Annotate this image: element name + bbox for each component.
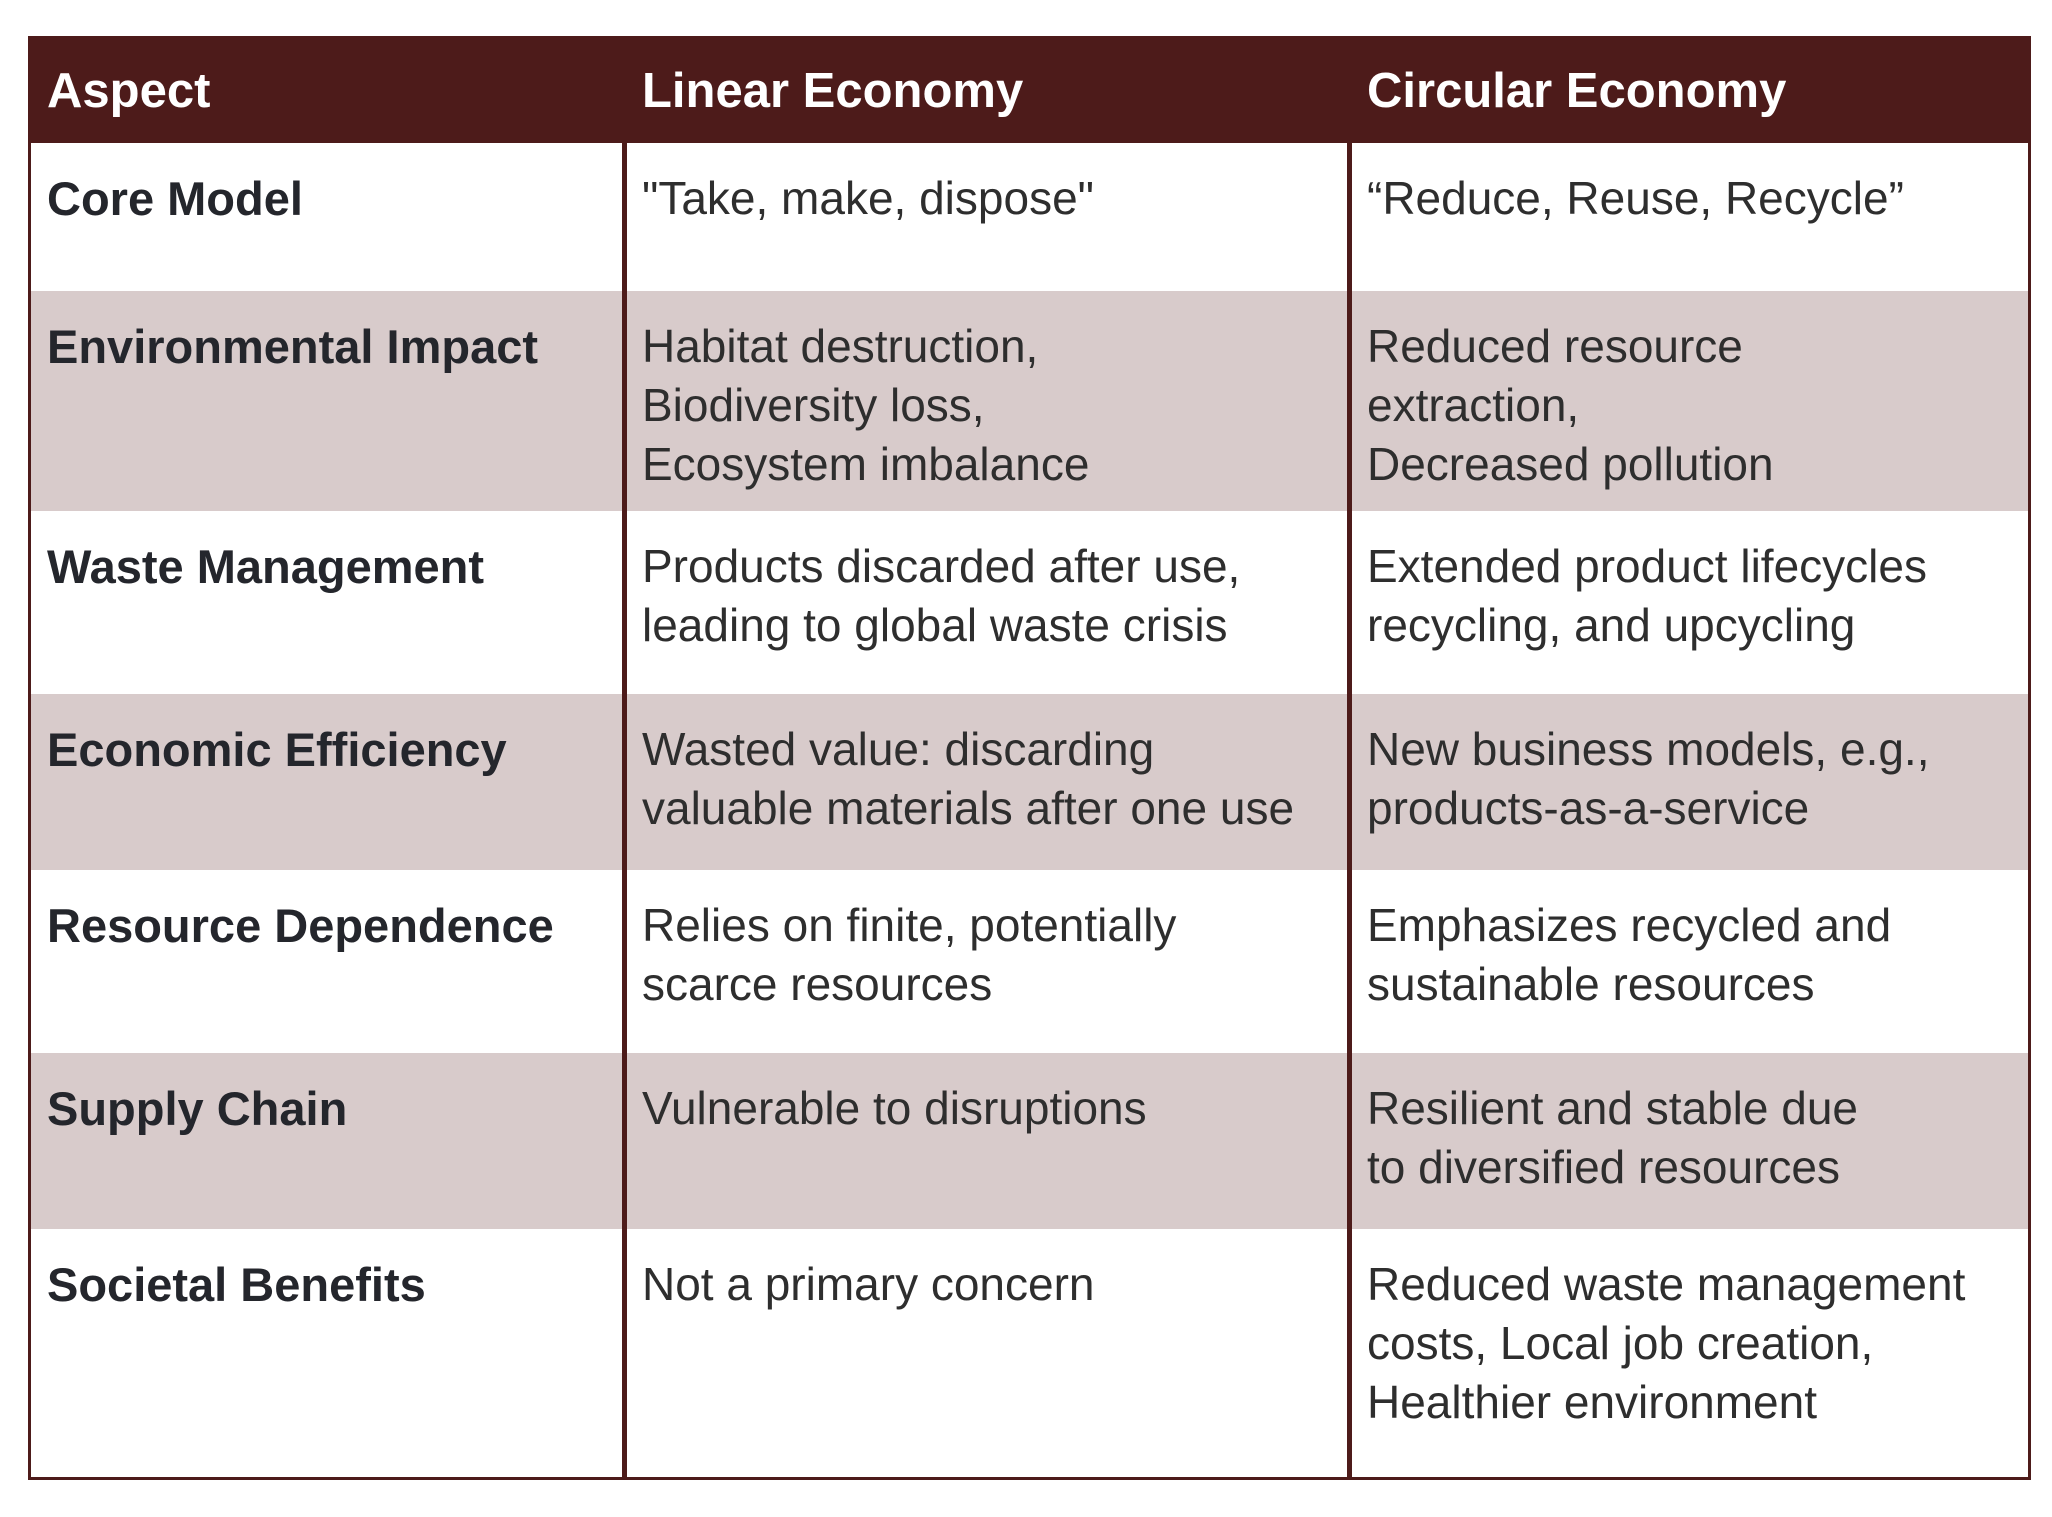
linear-line: Relies on finite, potentially [642,899,1177,951]
circular-cell: Reduced resource extraction, Decreased p… [1351,291,2028,511]
circular-line: Extended product lifecycles [1367,540,1927,592]
circular-line: Emphasizes recycled and [1367,899,1892,951]
aspect-cell: Societal Benefits [47,1258,426,1311]
circular-line: Decreased pollution [1367,438,1774,490]
linear-cell: "Take, make, dispose" [626,143,1351,291]
linear-cell: Not a primary concern [626,1229,1351,1480]
circular-line: extraction, [1367,379,1580,431]
linear-line: Products discarded after use, [642,540,1241,592]
linear-line: Not a primary concern [642,1258,1095,1310]
aspect-cell: Resource Dependence [47,899,554,952]
circular-line: Reduced resource [1367,320,1743,372]
circular-cell: Resilient and stable due to diversified … [1351,1053,2028,1229]
linear-cell: Products discarded after use, leading to… [626,511,1351,694]
aspect-cell: Environmental Impact [31,291,626,511]
comparison-table: Aspect Linear Economy Circular Economy C… [31,39,2028,1480]
table-row: Supply Chain Vulnerable to disruptions R… [31,1053,2028,1229]
linear-line: Ecosystem imbalance [642,438,1090,490]
table-row: Waste Management Products discarded afte… [31,511,2028,694]
circular-line: to diversified resources [1367,1141,1840,1193]
header-row: Aspect Linear Economy Circular Economy [31,39,2028,143]
table-row: Economic Efficiency Wasted value: discar… [31,694,2028,870]
linear-line: valuable materials after one use [642,782,1295,834]
circular-line: New business models, e.g., [1367,723,1930,775]
column-divider-linear [622,56,627,1480]
circular-cell: New business models, e.g., products-as-a… [1351,694,2028,870]
table-row: Resource Dependence Relies on finite, po… [31,870,2028,1053]
linear-line: Wasted value: discarding [642,723,1155,775]
circular-line: recycling, and upcycling [1367,599,1856,651]
linear-line: "Take, make, dispose" [642,172,1094,224]
aspect-cell: Core Model [47,172,303,225]
linear-line: scarce resources [642,958,993,1010]
table-row: Core Model "Take, make, dispose" “Reduce… [31,143,2028,291]
table-row: Environmental Impact Habitat destruction… [31,291,2028,511]
comparison-table-frame: Aspect Linear Economy Circular Economy C… [28,36,2031,1480]
circular-line: sustainable resources [1367,958,1815,1010]
linear-cell: Habitat destruction, Biodiversity loss, … [626,291,1351,511]
circular-cell: Emphasizes recycled and sustainable reso… [1351,870,2028,1053]
aspect-cell: Supply Chain [31,1053,626,1229]
circular-line: costs, Local job creation, [1367,1317,1874,1369]
circular-cell: Reduced waste management costs, Local jo… [1351,1229,2028,1480]
circular-line: “Reduce, Reuse, Recycle” [1367,172,1904,224]
aspect-cell: Waste Management [47,540,485,593]
header-aspect: Aspect [31,39,626,143]
linear-line: leading to global waste crisis [642,599,1228,651]
header-linear-economy: Linear Economy [626,39,1351,143]
header-circular-economy: Circular Economy [1351,39,2028,143]
circular-line: Reduced waste management [1367,1258,1966,1310]
linear-cell: Wasted value: discarding valuable materi… [626,694,1351,870]
column-divider-circular [1347,90,1352,1480]
circular-line: products-as-a-service [1367,782,1810,834]
linear-cell: Relies on finite, potentially scarce res… [626,870,1351,1053]
circular-cell: “Reduce, Reuse, Recycle” [1351,143,2028,291]
circular-line: Resilient and stable due [1367,1082,1858,1134]
linear-line: Habitat destruction, [642,320,1039,372]
table-row: Societal Benefits Not a primary concern … [31,1229,2028,1480]
aspect-cell: Economic Efficiency [31,694,626,870]
linear-cell: Vulnerable to disruptions [626,1053,1351,1229]
linear-line: Biodiversity loss, [642,379,985,431]
circular-line: Healthier environment [1367,1376,1818,1428]
circular-cell: Extended product lifecycles recycling, a… [1351,511,2028,694]
linear-line: Vulnerable to disruptions [642,1082,1147,1134]
